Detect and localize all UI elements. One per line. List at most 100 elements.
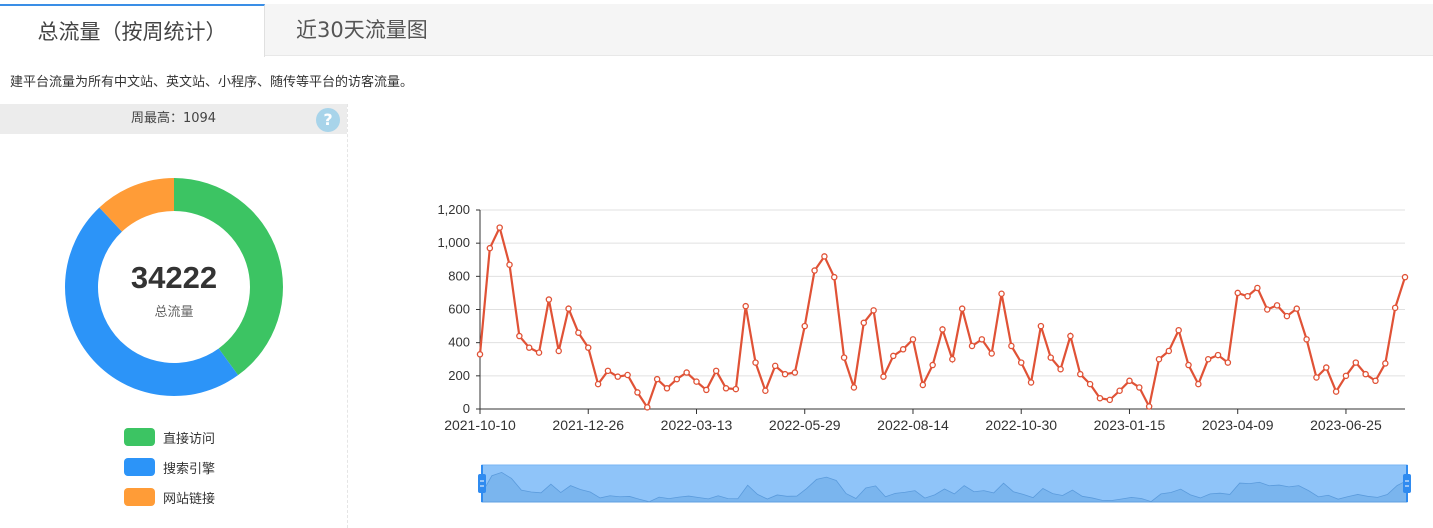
zoom-handle-left[interactable] [478,474,486,493]
data-point[interactable] [821,253,828,260]
data-point[interactable] [1254,284,1261,292]
data-point[interactable] [1214,351,1222,359]
data-point[interactable] [791,369,799,376]
data-point[interactable] [840,354,848,361]
data-point[interactable] [545,296,553,303]
data-point[interactable] [594,380,602,388]
data-point[interactable] [555,347,562,355]
data-point[interactable] [1155,355,1163,363]
data-point[interactable] [949,355,956,363]
data-point[interactable] [653,375,661,383]
data-point[interactable] [762,387,769,395]
data-point[interactable] [1126,377,1133,385]
data-point[interactable] [1175,326,1182,334]
data-point[interactable] [811,267,818,274]
data-point[interactable] [1204,355,1212,363]
data-point[interactable] [1008,342,1015,350]
data-point[interactable] [486,244,494,252]
data-point[interactable] [722,385,730,392]
data-point[interactable] [880,373,887,380]
data-point[interactable] [1372,377,1379,385]
data-point[interactable] [978,336,986,343]
data-point[interactable] [929,361,936,369]
data-point[interactable] [958,305,966,312]
data-point[interactable] [644,404,651,411]
donut-segment-links[interactable] [99,178,174,232]
data-point[interactable] [516,332,523,340]
data-point[interactable] [703,386,710,394]
help-icon[interactable]: ? [316,108,340,132]
data-point[interactable] [870,307,877,314]
data-point[interactable] [565,305,572,312]
data-point[interactable] [575,329,582,336]
data-point[interactable] [1086,380,1094,388]
data-point[interactable] [1244,292,1251,300]
data-point[interactable] [1057,365,1064,373]
data-point[interactable] [1313,374,1320,381]
data-point[interactable] [673,375,681,383]
data-point[interactable] [584,344,592,351]
data-point[interactable] [752,359,759,366]
data-point[interactable] [476,351,484,358]
tab-last-30-days[interactable]: 近30天流量图 [296,18,428,42]
data-point[interactable] [801,322,808,330]
data-point[interactable] [1136,384,1143,391]
data-point[interactable] [1273,302,1281,309]
data-point[interactable] [850,384,858,391]
data-point[interactable] [1234,289,1241,297]
data-point[interactable] [1352,359,1360,366]
data-point[interactable] [1332,388,1340,395]
data-point[interactable] [939,326,946,333]
data-point[interactable] [1283,312,1291,320]
legend-item-search[interactable]: 搜索引擎 [124,452,215,482]
data-point[interactable] [1106,396,1114,404]
data-point[interactable] [1185,361,1192,369]
data-point[interactable] [1224,359,1232,366]
data-point[interactable] [683,369,690,376]
data-point[interactable] [1067,332,1074,340]
data-point[interactable] [634,389,641,396]
data-point[interactable] [712,367,720,375]
data-point[interactable] [1116,387,1123,395]
data-point[interactable] [1077,370,1084,378]
data-point[interactable] [1382,360,1389,367]
data-point[interactable] [1401,273,1409,281]
data-point[interactable] [890,352,897,360]
legend-item-direct[interactable]: 直接访问 [124,422,215,452]
data-point[interactable] [604,367,612,375]
tab-weekly-total[interactable]: 总流量（按周统计） [0,4,265,57]
data-point[interactable] [831,273,838,281]
data-point[interactable] [693,378,700,385]
data-point[interactable] [919,381,927,389]
data-point[interactable] [1145,403,1153,410]
data-point[interactable] [1342,372,1350,380]
data-point[interactable] [998,290,1005,297]
data-point[interactable] [624,371,631,379]
data-point[interactable] [1362,370,1369,378]
data-point[interactable] [968,342,976,350]
data-point[interactable] [525,344,533,351]
data-point[interactable] [781,370,789,378]
donut-segment-direct[interactable] [174,178,283,376]
data-point[interactable] [535,349,543,356]
data-point[interactable] [663,385,671,392]
data-point[interactable] [1195,380,1202,388]
data-point[interactable] [1096,394,1104,402]
data-point[interactable] [771,362,779,370]
data-point[interactable] [1391,304,1399,312]
data-point[interactable] [909,336,917,343]
data-point[interactable] [988,350,995,357]
data-point[interactable] [732,385,740,393]
data-point[interactable] [1047,354,1054,361]
data-point[interactable] [1165,347,1173,355]
data-point[interactable] [1037,322,1045,330]
data-point[interactable] [506,261,513,268]
donut-segment-search[interactable] [65,207,239,396]
data-point[interactable] [1027,379,1035,386]
data-point[interactable] [614,373,622,380]
data-point[interactable] [899,346,907,353]
data-point[interactable] [742,302,749,310]
data-point[interactable] [1263,306,1271,313]
data-point[interactable] [1323,364,1330,371]
data-point[interactable] [1293,305,1301,312]
